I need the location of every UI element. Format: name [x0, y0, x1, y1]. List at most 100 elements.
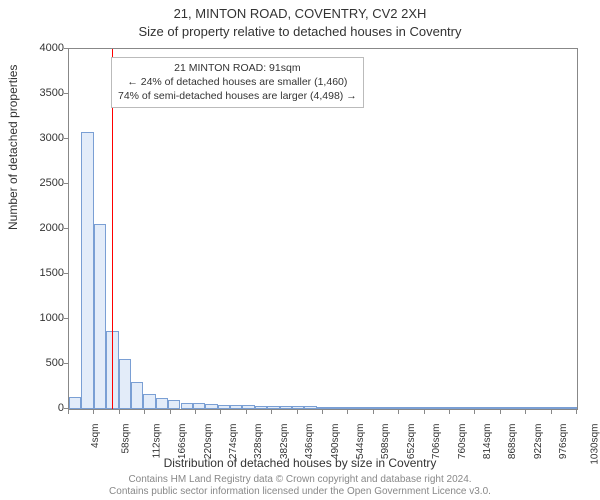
histogram-bar — [527, 407, 539, 409]
x-tick-mark — [500, 410, 501, 414]
histogram-bar — [366, 407, 378, 409]
x-tick-mark — [576, 410, 577, 414]
histogram-bar — [156, 398, 168, 409]
histogram-bar — [304, 406, 316, 409]
histogram-bar — [490, 407, 502, 409]
x-tick-label: 220sqm — [203, 424, 214, 460]
histogram-bar — [205, 404, 217, 409]
x-axis-title: Distribution of detached houses by size … — [0, 456, 600, 470]
annotation-line-1: 21 MINTON ROAD: 91sqm — [118, 61, 357, 75]
y-tick-label: 1000 — [4, 312, 64, 324]
plot-area: 21 MINTON ROAD: 91sqm ← 24% of detached … — [68, 48, 578, 410]
histogram-bar — [168, 400, 180, 409]
y-tick-label: 4000 — [4, 42, 64, 54]
x-tick-label: 814sqm — [482, 424, 493, 460]
y-tick-label: 1500 — [4, 267, 64, 279]
y-tick-label: 3000 — [4, 132, 64, 144]
annotation-line-2: ← 24% of detached houses are smaller (1,… — [118, 75, 357, 89]
histogram-bar — [267, 406, 279, 409]
histogram-bar — [503, 407, 515, 409]
x-tick-label: 382sqm — [279, 424, 290, 460]
x-tick-label: 112sqm — [151, 424, 162, 459]
histogram-bar — [230, 405, 242, 409]
histogram-bar — [280, 406, 292, 409]
x-tick-label: 58sqm — [121, 424, 132, 454]
histogram-bar — [379, 407, 391, 409]
annotation-line-3: 74% of semi-detached houses are larger (… — [118, 89, 357, 103]
x-tick-label: 328sqm — [253, 424, 264, 460]
histogram-bar — [317, 407, 329, 409]
y-tick-label: 3500 — [4, 87, 64, 99]
x-tick-label: 598sqm — [380, 424, 391, 460]
histogram-bar — [441, 407, 453, 409]
x-tick-mark — [246, 410, 247, 414]
y-tick-label: 2500 — [4, 177, 64, 189]
histogram-bar — [354, 407, 366, 409]
x-tick-mark — [398, 410, 399, 414]
x-tick-label: 706sqm — [431, 424, 442, 460]
x-tick-mark — [551, 410, 552, 414]
histogram-bar — [94, 224, 106, 409]
x-tick-label: 922sqm — [533, 424, 544, 460]
annotation-box: 21 MINTON ROAD: 91sqm ← 24% of detached … — [111, 57, 364, 108]
x-tick-mark — [68, 410, 69, 414]
footer-line-1: Contains HM Land Registry data © Crown c… — [0, 474, 600, 485]
x-tick-label: 490sqm — [330, 424, 341, 460]
x-tick-label: 652sqm — [406, 424, 417, 460]
x-tick-mark — [93, 410, 94, 414]
histogram-bar — [242, 405, 254, 409]
y-tick-label: 2000 — [4, 222, 64, 234]
histogram-bar — [143, 394, 155, 409]
x-tick-mark — [220, 410, 221, 414]
histogram-bar — [131, 382, 143, 409]
x-tick-mark — [297, 410, 298, 414]
x-tick-mark — [144, 410, 145, 414]
x-tick-label: 166sqm — [177, 424, 188, 460]
x-tick-mark — [119, 410, 120, 414]
histogram-bar — [218, 405, 230, 410]
x-tick-mark — [424, 410, 425, 414]
histogram-bar — [391, 407, 403, 409]
histogram-bar — [565, 407, 577, 409]
histogram-bar — [453, 407, 465, 409]
histogram-bar — [478, 407, 490, 409]
histogram-bar — [69, 397, 81, 409]
histogram-bar — [342, 407, 354, 409]
histogram-bar — [540, 407, 552, 409]
footer-line-2: Contains public sector information licen… — [0, 486, 600, 497]
x-tick-label: 868sqm — [507, 424, 518, 460]
x-tick-label: 4sqm — [90, 424, 101, 448]
x-tick-mark — [195, 410, 196, 414]
histogram-bar — [416, 407, 428, 409]
x-tick-mark — [525, 410, 526, 414]
x-tick-mark — [170, 410, 171, 414]
histogram-bar — [81, 132, 93, 409]
x-tick-mark — [449, 410, 450, 414]
chart-container: 21, MINTON ROAD, COVENTRY, CV2 2XH Size … — [0, 0, 600, 500]
x-tick-label: 274sqm — [228, 424, 239, 460]
histogram-bar — [404, 407, 416, 409]
histogram-bar — [193, 403, 205, 409]
histogram-bar — [428, 407, 440, 409]
x-tick-mark — [474, 410, 475, 414]
x-tick-label: 760sqm — [457, 424, 468, 460]
x-tick-mark — [322, 410, 323, 414]
title-line-1: 21, MINTON ROAD, COVENTRY, CV2 2XH — [0, 6, 600, 21]
histogram-bar — [181, 403, 193, 409]
histogram-bar — [329, 407, 341, 409]
histogram-bar — [465, 407, 477, 409]
x-tick-label: 436sqm — [304, 424, 315, 460]
histogram-bar — [119, 359, 131, 409]
x-tick-mark — [347, 410, 348, 414]
x-tick-mark — [271, 410, 272, 414]
histogram-bar — [292, 406, 304, 409]
histogram-bar — [515, 407, 527, 409]
x-tick-mark — [373, 410, 374, 414]
x-tick-label: 976sqm — [558, 424, 569, 460]
y-tick-label: 500 — [4, 357, 64, 369]
x-tick-label: 544sqm — [355, 424, 366, 460]
title-line-2: Size of property relative to detached ho… — [0, 24, 600, 39]
histogram-bar — [255, 406, 267, 409]
y-tick-label: 0 — [4, 402, 64, 414]
histogram-bar — [552, 407, 564, 409]
